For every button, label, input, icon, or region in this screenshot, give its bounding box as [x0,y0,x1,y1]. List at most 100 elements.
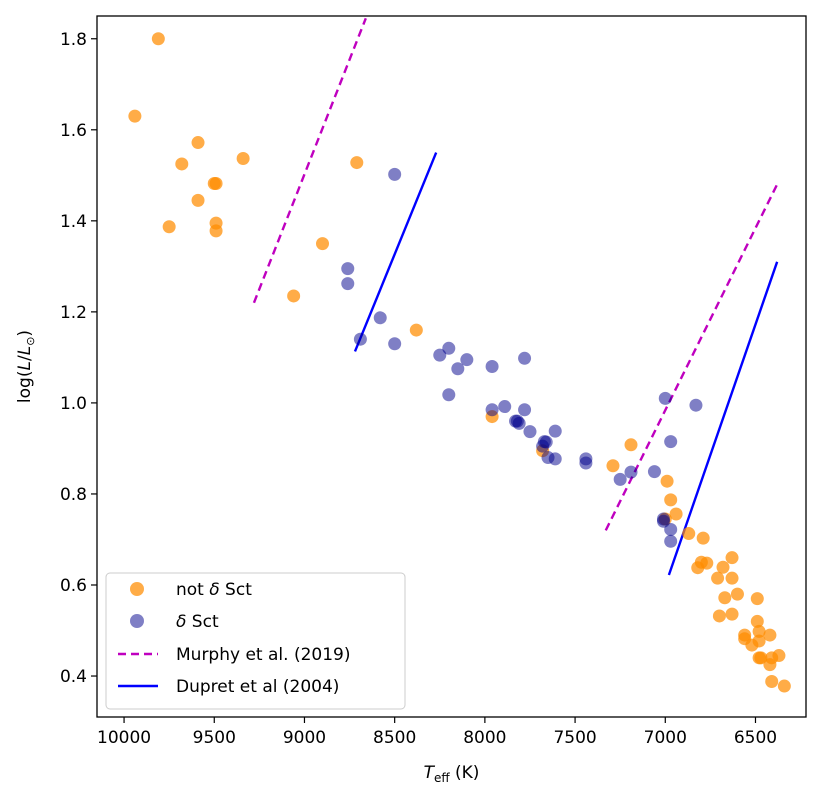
not-dsct-point [660,474,674,488]
x-tick-label: 9000 [283,728,326,748]
dsct-point [523,425,537,439]
not-dsct-point [664,493,678,507]
not-dsct-point [754,651,768,665]
not-dsct-point [725,551,739,565]
dsct-point [388,337,402,351]
dsct-point [664,435,678,449]
dsct-point [373,311,387,325]
x-tick-label: 7000 [644,728,687,748]
x-tick-label: 6500 [734,728,777,748]
x-axis-label: Teff (K) [424,763,480,785]
not-dsct-point [191,136,205,150]
y-axis-label: log(L/L⊙) [15,330,37,403]
x-tick-label: 8000 [463,728,506,748]
y-label-post: ) [15,330,35,337]
x-tick-label: 8500 [373,728,416,748]
not-dsct-point [765,674,779,688]
y-axis: 0.4 0.6 0.8 1.0 1.2 1.4 1.6 1.8 [60,30,97,687]
dupret-line [353,152,438,352]
dsct-point [498,400,512,414]
not-dsct-point [725,571,739,585]
not-dsct-point [209,177,223,191]
dsct-point [624,465,638,479]
legend-marker-dsct [130,614,144,628]
dsct-point [579,456,593,470]
dsct-point [485,403,499,417]
dsct-point [485,360,499,373]
x-tick-label: 9500 [193,728,236,748]
dsct-point [658,391,672,405]
not-dsct-point [128,109,142,123]
y-tick-label: 1.6 [60,121,87,141]
not-dsct-point [752,624,766,638]
not-dsct-point [691,561,705,575]
not-dsct-point [711,571,725,585]
legend-entry-dsct: δ Sct [176,612,219,632]
lines-layer [252,17,779,576]
dsct-point [689,398,703,412]
legend-box [105,572,406,710]
dsct-point [433,348,447,362]
not-dsct-point [763,658,777,672]
not-dsct-point [409,323,423,337]
dsct-point [613,472,627,486]
x-label-main: T [424,763,436,783]
not-dsct-point [287,289,301,303]
legend-entry-not-dsct: not δ Sct [176,580,252,600]
x-label-unit: (K) [450,763,480,783]
dsct-point [518,351,532,365]
y-label-l: L [15,361,35,370]
x-axis: 10000 9500 9000 8500 8000 7500 7000 6500 [97,717,777,748]
dsct-point [442,388,456,402]
not-dsct-point [750,592,764,606]
y-tick-label: 1.0 [60,394,87,414]
not-dsct-point [716,560,730,574]
y-tick-label: 1.2 [60,303,87,323]
not-dsct-point [350,156,364,170]
not-dsct-point [718,591,732,605]
dupret-line [667,261,779,576]
y-tick-label: 0.6 [60,576,87,596]
legend: not δ Sct δ Sct Murphy et al. (2019) Dup… [105,572,406,710]
x-label-sub: eff [434,771,450,785]
not-dsct-point [236,151,250,165]
not-dsct-point [151,32,165,46]
dsct-point [548,452,562,466]
dsct-point [539,435,553,449]
dsct-point [451,362,465,376]
plot-frame [96,15,807,718]
not-dsct-point [162,220,176,234]
not-dsct-point [669,507,683,521]
y-tick-label: 0.4 [60,667,87,687]
y-label-slash: / [15,355,35,361]
y-label-pre: log( [15,371,35,404]
points-layer [128,32,791,693]
not-dsct-point [725,607,739,621]
not-dsct-point [696,531,710,545]
dsct-point [460,353,474,367]
legend-entry-murphy: Murphy et al. (2019) [176,645,350,665]
x-tick-label: 10000 [97,728,151,748]
not-dsct-point [316,237,330,251]
not-dsct-point [772,649,786,663]
not-dsct-point [752,634,766,648]
dsct-point [548,424,562,438]
dsct-point [388,167,402,181]
not-dsct-point [682,527,696,541]
dsct-point [341,262,355,276]
not-dsct-point [712,609,726,623]
x-tick-label: 7500 [553,728,596,748]
y-tick-label: 1.4 [60,212,87,232]
y-label-sub: ⊙ [24,337,37,346]
y-tick-label: 1.8 [60,30,87,50]
dsct-point [518,403,532,417]
not-dsct-point [624,438,638,452]
murphy-line [252,17,367,304]
dsct-point [442,341,456,355]
dsct-point [353,332,367,346]
dsct-point [341,277,355,291]
not-dsct-point [777,679,791,693]
not-dsct-point [750,614,764,628]
y-tick-label: 0.8 [60,485,87,505]
